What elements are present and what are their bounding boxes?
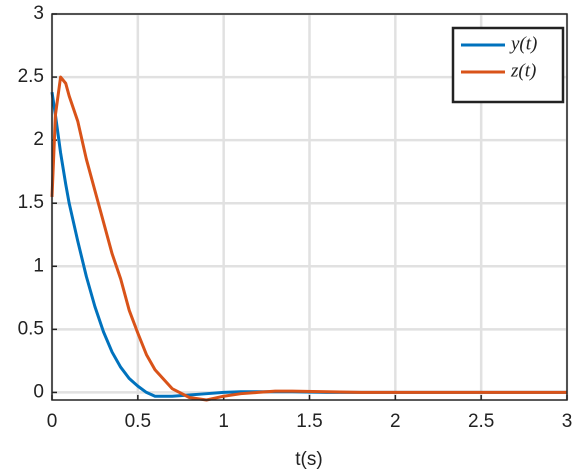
y-tick-label: 1.5 xyxy=(18,192,44,213)
x-tick-label: 1 xyxy=(218,411,229,432)
x-axis-label: t(s) xyxy=(295,449,322,470)
x-tick-label: 2.5 xyxy=(468,411,494,432)
x-tick-label: 2 xyxy=(390,411,401,432)
y-tick-label: 0 xyxy=(33,381,44,402)
axes-box xyxy=(51,13,568,401)
x-tick-label: 3 xyxy=(562,411,573,432)
legend-label: z(t) xyxy=(510,60,536,81)
x-tick-label: 0.5 xyxy=(125,411,151,432)
legend-label: y(t) xyxy=(509,33,537,54)
legend-box xyxy=(451,26,565,104)
y-tick-label: 0.5 xyxy=(18,318,44,339)
series-line xyxy=(50,75,567,402)
x-tick-label: 1.5 xyxy=(296,411,322,432)
x-tick-label: 0 xyxy=(47,411,58,432)
y-tick-label: 2 xyxy=(33,129,44,150)
y-tick-label: 1 xyxy=(33,255,44,276)
y-tick-label: 2.5 xyxy=(18,66,44,87)
y-tick-label: 3 xyxy=(33,3,44,24)
